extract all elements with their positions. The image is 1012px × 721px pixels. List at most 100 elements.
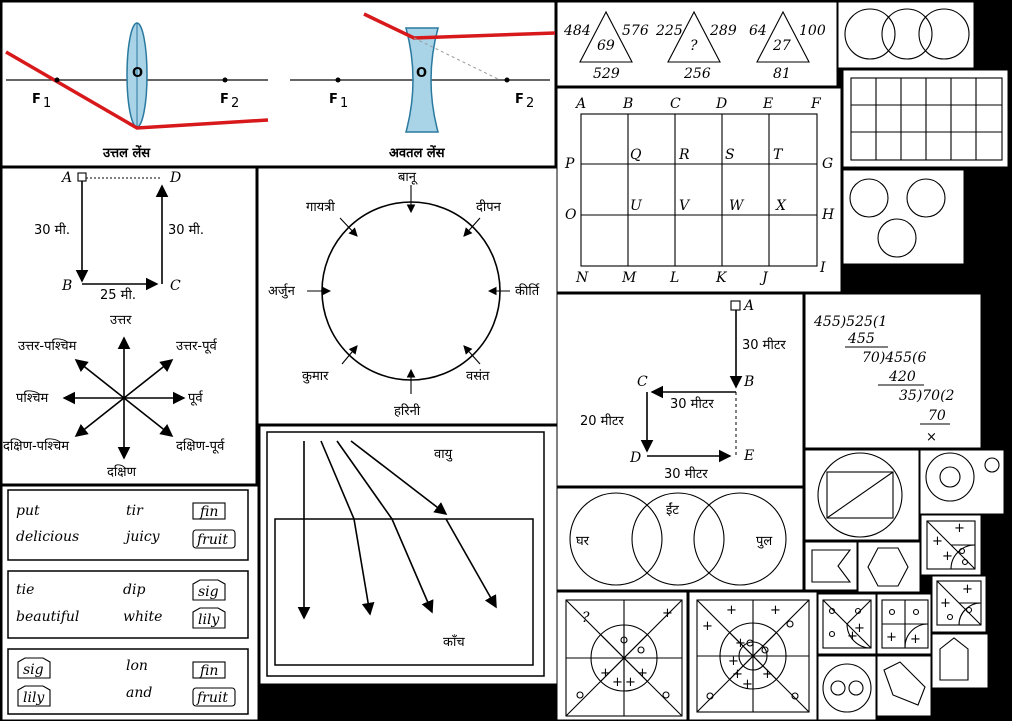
grid-q: Q — [630, 147, 642, 163]
tri3-bottom: 81 — [773, 66, 791, 82]
pattern1-plus-2: + — [600, 666, 611, 681]
tri1-left: 484 — [563, 23, 591, 39]
compass-north: उत्तर — [110, 313, 132, 328]
tri3-left: 64 — [749, 23, 767, 39]
pattern2-plus-2: + — [770, 603, 781, 618]
convex-f1-sub: 1 — [43, 96, 51, 111]
refraction-panel: वायु काँच — [259, 425, 558, 685]
grid-top-e: E — [762, 96, 773, 112]
word-sig-box: sig — [198, 584, 219, 600]
word-white: white — [123, 609, 162, 625]
hexagon-panel — [857, 541, 921, 593]
glass-label: काँच — [443, 634, 465, 650]
rect-a-label: A — [60, 170, 72, 186]
word-lily-box: lily — [198, 612, 220, 628]
small-pattern-4: + + — [931, 575, 987, 633]
tri3-center: 27 — [772, 38, 791, 54]
concave-f2-sub: 2 — [526, 96, 534, 111]
rect-c-label: C — [170, 278, 181, 294]
grid-o: O — [565, 207, 577, 223]
tri1-bottom: 529 — [593, 66, 620, 82]
route-cd-distance: 20 मीटर — [580, 413, 624, 429]
pentagon-panel — [931, 633, 989, 689]
route-de-distance: 30 मीटर — [664, 466, 708, 482]
word-lon: lon — [126, 658, 148, 674]
route-c: C — [637, 374, 648, 390]
sp3-plus-1: + — [886, 630, 897, 645]
sp3-plus-2: + — [910, 632, 921, 647]
seat-top-right: दीपन — [476, 199, 502, 215]
ring-circles-panel — [919, 449, 1005, 515]
pattern2-plus-4: + — [735, 636, 746, 651]
route-e: E — [743, 448, 754, 464]
venn-top: ईंट — [666, 502, 679, 518]
pattern2-plus-3: + — [702, 619, 713, 634]
separated-circles-panel — [842, 169, 965, 265]
tri2-bottom: 256 — [683, 66, 711, 82]
concave-f1-label: F — [329, 92, 338, 107]
grid-top-a: A — [574, 96, 586, 112]
air-label: वायु — [434, 447, 453, 462]
grid-bottom-j: J — [759, 270, 769, 286]
rect-compass-panel: A D B C 30 मी. 30 मी. 25 मी. उत्तर दक्षि… — [1, 167, 257, 485]
grid-bottom-k: K — [715, 270, 728, 286]
compass-northeast: उत्तर-पूर्व — [176, 338, 218, 354]
letter-grid-panel: A B C D E F N M L K J I P G O H Q R S T … — [556, 87, 842, 293]
div-line3: 70)455(6 — [862, 350, 926, 366]
grid-bottom-i: I — [819, 260, 826, 276]
seat-top-left: गायत्री — [306, 199, 335, 215]
concave-f2-label: F — [515, 92, 524, 107]
sp1-plus-3: + — [942, 549, 953, 564]
grid-r: R — [678, 147, 690, 163]
triangles-panel: 484 69 576 529 225 ? 289 256 64 27 100 8… — [556, 1, 838, 87]
seat-bottom-left: कुमार — [302, 369, 329, 384]
route-panel: A B C D E 30 मीटर 30 मीटर 20 मीटर 30 मीट… — [556, 293, 804, 487]
seat-right: कीर्ति — [515, 283, 540, 299]
compass-southwest: दक्षिण-पश्चिम — [3, 438, 69, 454]
sp4-plus-2: + — [940, 596, 951, 611]
word-fin-box: fin — [199, 504, 218, 520]
word-sig-box-2: sig — [23, 662, 44, 678]
word-boxes-panel: put tir fin delicious juicy fruit tie di… — [1, 485, 259, 721]
convex-f1-label: F — [32, 92, 41, 107]
word-lily-box-2: lily — [23, 690, 45, 706]
grid-bottom-m: M — [621, 270, 637, 286]
pattern1-plus-1: + — [662, 606, 673, 621]
word-and: and — [126, 685, 152, 701]
seat-bottom-right: वसंत — [466, 369, 490, 384]
word-fin-box-2: fin — [199, 663, 218, 679]
div-line6: 70 — [928, 408, 946, 424]
seat-left: अर्जुन — [268, 283, 296, 299]
rect-d-label: D — [169, 170, 181, 186]
div-line1: 455)525(1 — [813, 314, 887, 330]
route-cb-distance: 30 मीटर — [670, 396, 714, 412]
seat-top: बानू — [398, 170, 418, 185]
tri2-left: 225 — [655, 23, 683, 39]
div-line4: 420 — [888, 369, 916, 385]
grid-p: P — [564, 156, 575, 172]
pattern-square-2: + + + + + + + + — [688, 591, 818, 721]
small-pattern-3: + + — [876, 593, 932, 655]
word-beautiful: beautiful — [16, 609, 79, 625]
convex-f2-sub: 2 — [231, 96, 239, 111]
pattern1-plus-5: + — [637, 666, 648, 681]
sp1-plus-1: + — [954, 521, 965, 536]
venn-left: घर — [576, 534, 590, 549]
pattern1-plus-3: + — [612, 675, 623, 690]
venn-right: पुल — [756, 534, 772, 549]
pattern1-question: ? — [582, 610, 590, 626]
three-circles-panel — [837, 1, 975, 69]
compass-east: पूर्व — [188, 390, 204, 406]
small-pattern-1: + + + — [920, 514, 982, 576]
seating-circle-panel: बानू दीपन कीर्ति वसंत हरिनी कुमार अर्जुन… — [257, 167, 558, 425]
grid-t: T — [773, 147, 784, 163]
compass-south: दक्षिण — [107, 464, 137, 480]
tri3-right: 100 — [799, 23, 826, 39]
div-line2: 455 — [847, 331, 875, 347]
tri2-center: ? — [690, 38, 698, 54]
pattern2-plus-5: + — [728, 654, 739, 669]
sp2-plus-2: + — [854, 621, 865, 636]
grid-g: G — [822, 156, 833, 172]
lens-panel: F 1 F 2 O उत्तल लेंस F 1 F 2 O अवतल लेंस — [1, 1, 556, 167]
